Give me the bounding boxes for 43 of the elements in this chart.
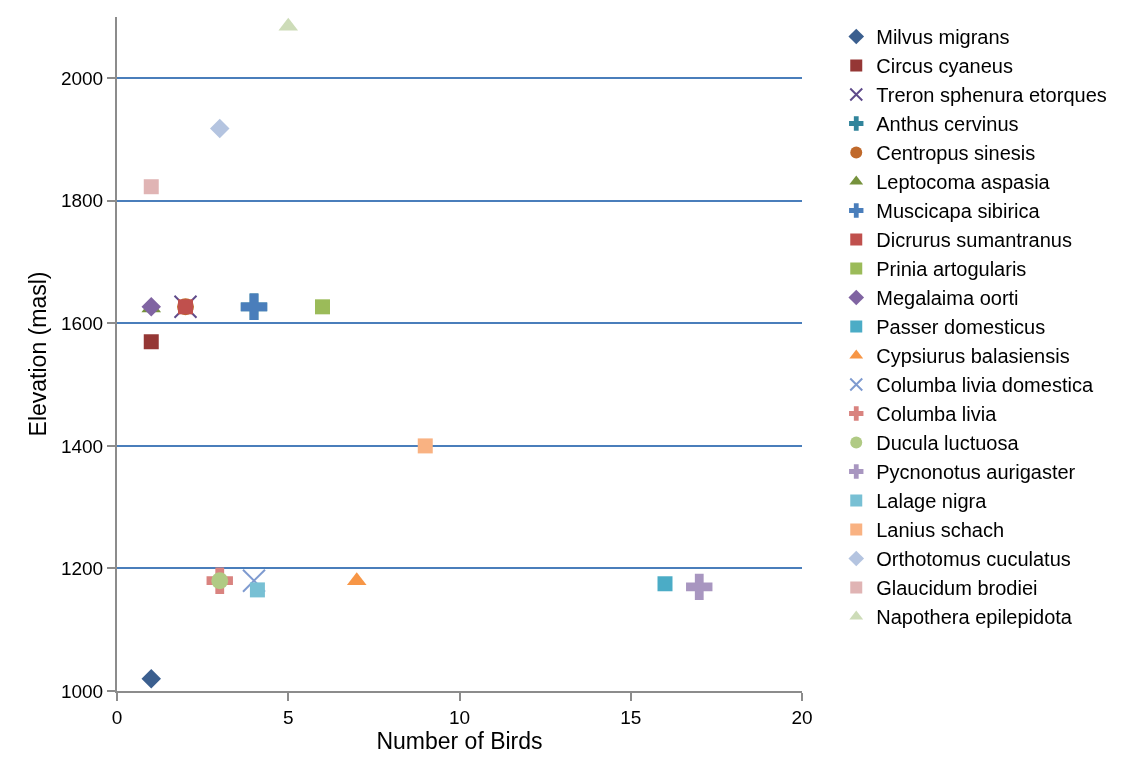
legend-label: Orthotomus cuculatus bbox=[876, 548, 1071, 571]
legend-label: Anthus cervinus bbox=[876, 113, 1019, 136]
legend-label: Pycnonotus aurigaster bbox=[876, 461, 1076, 484]
legend-label: Circus cyaneus bbox=[876, 55, 1013, 78]
y-tick-label: 1200 bbox=[60, 558, 104, 580]
legend-label: Treron sphenura etorques bbox=[876, 84, 1107, 107]
legend-label: Passer domesticus bbox=[876, 316, 1046, 339]
x-tick-label: 0 bbox=[111, 706, 123, 728]
y-tick-label: 2000 bbox=[60, 67, 104, 89]
y-tick-label: 1800 bbox=[60, 190, 104, 212]
y-axis-title: Elevation (masl) bbox=[24, 271, 51, 437]
x-tick-label: 10 bbox=[448, 706, 471, 728]
point bbox=[141, 669, 161, 689]
legend-label: Dicrurus sumantranus bbox=[876, 229, 1072, 252]
point bbox=[657, 576, 673, 592]
y-tick-label: 1600 bbox=[60, 313, 104, 335]
legend-label: Cypsiurus balasiensis bbox=[876, 345, 1070, 368]
legend-label: Megalaima oorti bbox=[876, 287, 1019, 310]
y-tick-label: 1000 bbox=[60, 680, 104, 702]
legend-label: Columba livia domestica bbox=[876, 374, 1094, 397]
legend-label: Ducula luctuosa bbox=[876, 432, 1020, 455]
legend-label: Napothera epilepidota bbox=[876, 606, 1073, 629]
legend-label: Lanius schach bbox=[876, 519, 1005, 542]
y-tick-label: 1400 bbox=[60, 435, 104, 457]
point bbox=[210, 118, 230, 139]
point bbox=[417, 438, 433, 454]
legend-label: Leptocoma aspasia bbox=[876, 171, 1051, 194]
legend-label: Lalage nigra bbox=[876, 490, 988, 513]
point bbox=[249, 582, 265, 598]
x-tick-label: 15 bbox=[620, 706, 642, 728]
x-axis-title: Number of Birds bbox=[376, 727, 543, 754]
point bbox=[686, 573, 713, 601]
legend-label: Milvus migrans bbox=[876, 26, 1010, 49]
legend-label: Prinia artogularis bbox=[876, 258, 1027, 281]
x-tick-label: 5 bbox=[282, 706, 294, 728]
legend-label: Muscicapa sibirica bbox=[876, 200, 1041, 223]
legend-label: Centropus sinesis bbox=[876, 142, 1036, 165]
point bbox=[143, 334, 159, 350]
point bbox=[143, 179, 159, 195]
legend-label: Glaucidum brodiei bbox=[876, 577, 1038, 600]
point bbox=[315, 299, 330, 315]
legend-label: Columba livia bbox=[876, 403, 998, 426]
x-tick-label: 20 bbox=[791, 706, 813, 728]
